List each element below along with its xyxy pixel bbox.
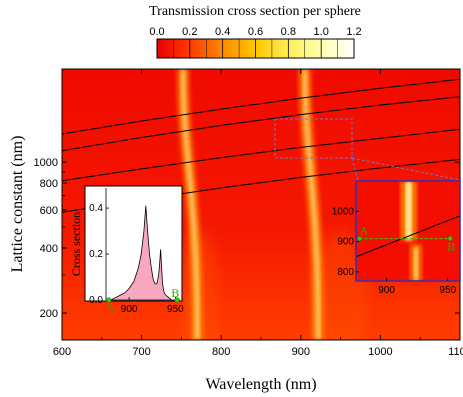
colorbar-tick-label: 1.0 [314, 26, 329, 38]
colorbar-tick-label: 0.0 [149, 26, 164, 38]
main-y-ticks: 200 400 600 800 1000 [34, 157, 460, 320]
zoom-rayleigh-line [356, 215, 460, 258]
inset-marker-label: A [106, 301, 115, 315]
inset-marker-label: B [171, 286, 179, 300]
zoom-connector-bottom [351, 157, 359, 182]
zoom-connector-top [351, 157, 461, 181]
inset-markers: AB [106, 286, 180, 315]
inset-y-tick-label: 0.4 [89, 203, 103, 214]
zoom-marker-label: B [447, 240, 455, 254]
x-tick-label: 800 [212, 346, 230, 358]
colorbar-tick-label: 1.2 [346, 26, 361, 38]
inset-marker-point [174, 297, 180, 303]
zoom-x-tick-label: 900 [378, 285, 395, 296]
inset-y-tick-label: 0.0 [89, 295, 103, 306]
resonance-band-core [181, 69, 199, 340]
colorbar-tick-label: 0.2 [182, 26, 197, 38]
zoom-marker-label: A [360, 224, 369, 238]
zoom-resonance-band [400, 181, 422, 281]
zoom-region-box [274, 118, 353, 159]
glow-right [312, 230, 368, 340]
cross-section-area [106, 205, 180, 301]
zoom-band-core-upper [405, 181, 412, 241]
rayleigh-line [62, 128, 460, 182]
inset-y-label: Cross section [69, 212, 83, 276]
y-tick-label: 800 [40, 178, 58, 190]
y-axis-label: Lattice constant (nm) [9, 136, 26, 273]
zoom-rayleigh-line [356, 215, 460, 258]
colorbar-title: Transmission cross section per sphere [149, 4, 361, 19]
x-tick-label: 700 [132, 346, 150, 358]
zoom-y-tick-label: 900 [337, 237, 354, 248]
rayleigh-line [62, 78, 460, 135]
x-tick-label: 600 [53, 346, 71, 358]
inset-marker-point [106, 297, 112, 303]
y-tick-label: 400 [40, 243, 58, 255]
main-x-ticks: 600 700 800 900 1000 1100 [53, 69, 463, 358]
colorbar-tick-labels: 0.0 0.2 0.4 0.6 0.8 1.0 1.2 [149, 26, 361, 38]
resonance-band-core [303, 69, 320, 340]
rayleigh-line [62, 96, 460, 152]
x-tick-label: 900 [292, 346, 310, 358]
resonance-bands [176, 69, 325, 340]
inset-ticks: 0.0 0.2 0.4 900 950 [89, 188, 184, 315]
zoom-x-tick-label: 950 [439, 285, 456, 296]
x-tick-label: 1000 [368, 346, 392, 358]
inset-x-tick-label: 950 [167, 304, 184, 315]
zoom-ticks: 900 950 800 900 1000 [332, 206, 457, 296]
colorbar-tick-label: 0.8 [281, 26, 296, 38]
y-tick-label: 200 [40, 308, 58, 320]
colorbar-ticks [156, 39, 355, 58]
y-tick-label: 1000 [34, 157, 58, 169]
colorbar-tick-label: 0.6 [248, 26, 263, 38]
y-tick-label: 600 [40, 205, 58, 217]
zoom-marker-point [447, 236, 453, 242]
x-axis-label: Wavelength (nm) [205, 376, 316, 393]
colorbar-tick-label: 0.4 [215, 26, 230, 38]
zoom-marker-point [357, 236, 363, 242]
zoom-y-tick-label: 1000 [332, 206, 355, 217]
zoom-band-core-lower [413, 247, 418, 281]
zoom-frame [355, 180, 461, 282]
zoom-y-tick-label: 800 [337, 267, 354, 278]
x-tick-label: 1100 [448, 346, 463, 358]
inset-y-tick-label: 0.2 [89, 249, 103, 260]
inset-x-tick-label: 900 [121, 304, 138, 315]
zoom-markers: AB [357, 224, 455, 254]
